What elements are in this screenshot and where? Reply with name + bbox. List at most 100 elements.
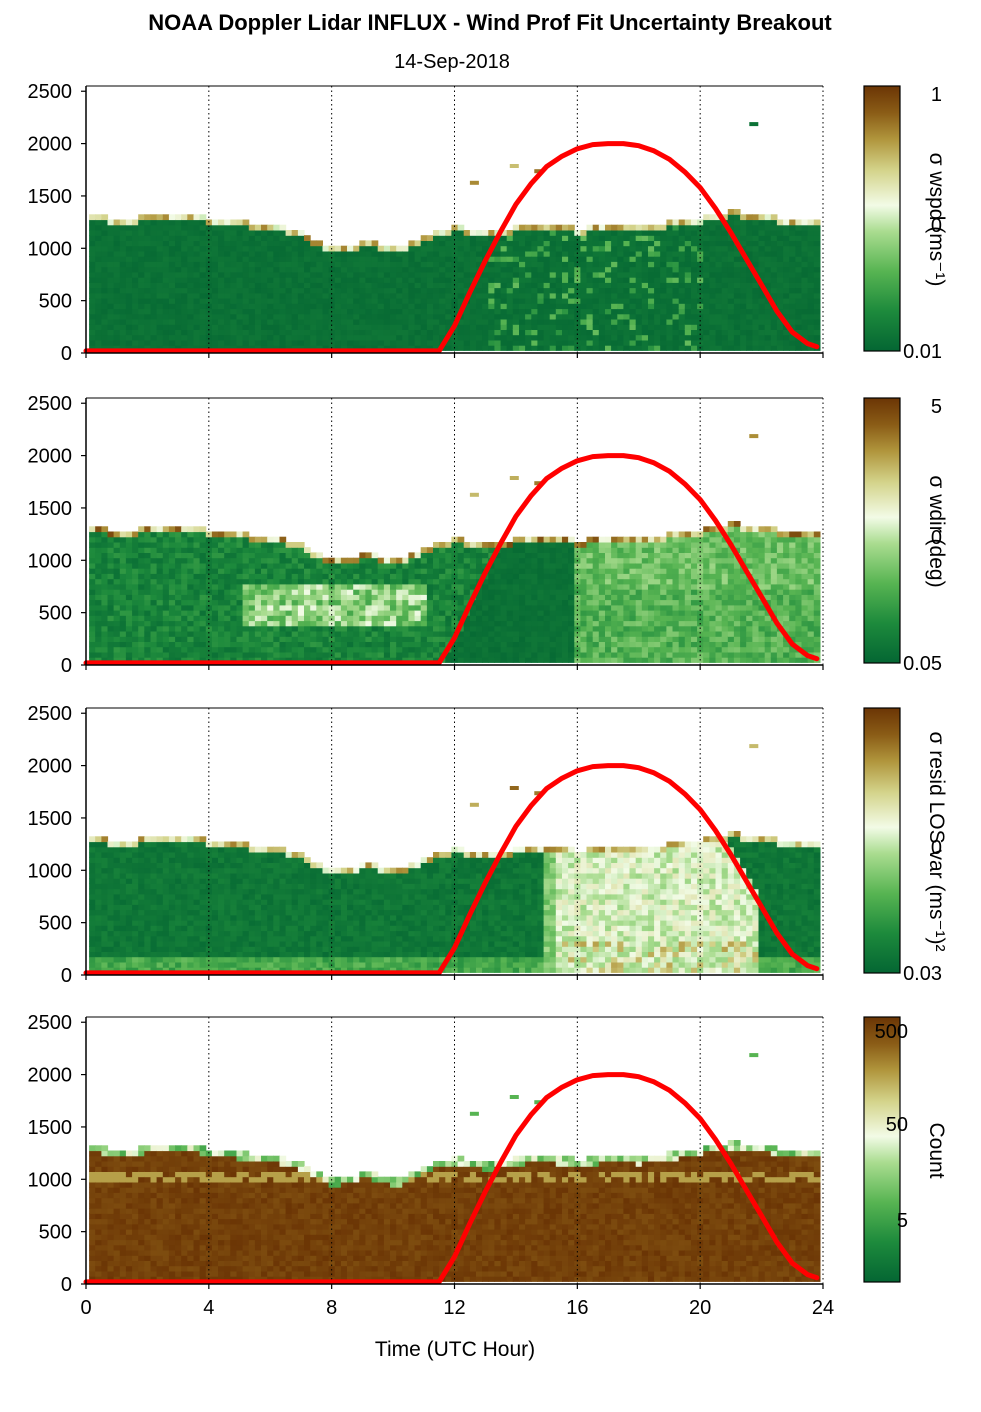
heatmap-cell (733, 308, 741, 315)
heatmap-cell (402, 620, 409, 627)
heatmap-cell (463, 235, 471, 241)
heatmap-cell (525, 583, 532, 590)
heatmap-cell (144, 345, 151, 351)
heatmap-cell (617, 250, 624, 257)
heatmap-cell (426, 282, 434, 289)
heatmap-cell (138, 261, 145, 268)
heatmap-cell (414, 266, 422, 273)
heatmap-cell (463, 324, 471, 330)
heatmap-cell (347, 610, 354, 616)
heatmap-cell (648, 261, 655, 268)
heatmap-cell (506, 287, 514, 294)
heatmap-cell (574, 599, 581, 606)
heatmap-cell (684, 261, 692, 268)
heatmap-cell (340, 615, 348, 622)
heatmap-cell (156, 230, 164, 236)
heatmap-cell (310, 339, 317, 346)
heatmap-cell (254, 552, 262, 559)
heatmap-cell (703, 313, 710, 320)
heatmap-cell (623, 651, 631, 658)
heatmap-cell (175, 250, 182, 257)
heatmap-cell (494, 625, 502, 632)
heatmap-cell (654, 303, 661, 310)
heatmap-cell (125, 631, 133, 637)
heatmap-cell (445, 303, 452, 310)
heatmap-cell (592, 557, 600, 564)
heatmap-cell (586, 631, 594, 637)
heatmap-cell (285, 324, 293, 330)
heatmap-cell (261, 329, 268, 336)
heatmap-cell (211, 599, 219, 606)
heatmap-cell (261, 334, 268, 341)
heatmap-cell (629, 261, 637, 268)
heatmap-cell (500, 261, 508, 268)
heatmap-cell (592, 568, 600, 574)
heatmap-cell (506, 235, 514, 241)
heatmap-cell (383, 292, 391, 299)
heatmap-cell (758, 266, 766, 273)
heatmap-cell (199, 319, 207, 325)
heatmap-cell (211, 313, 219, 320)
heatmap-cell (709, 230, 717, 236)
heatmap-cell (733, 339, 741, 346)
heatmap-cell (605, 256, 612, 262)
heatmap-cell (420, 277, 428, 283)
heatmap-cell (150, 339, 158, 346)
heatmap-cell (279, 261, 287, 268)
heatmap-cell (549, 329, 557, 336)
heatmap-cell (519, 536, 526, 543)
heatmap-cell (586, 319, 594, 325)
heatmap-cell (629, 599, 637, 606)
heatmap-cell (580, 292, 588, 299)
heatmap-cell (291, 610, 299, 616)
heatmap-cell (156, 526, 164, 533)
heatmap-cell (580, 235, 588, 241)
heatmap-cell (641, 230, 649, 236)
heatmap-cell (175, 610, 182, 616)
heatmap-cell (218, 594, 225, 601)
heatmap-cell (156, 219, 164, 226)
heatmap-cell (611, 552, 618, 559)
heatmap-cell (500, 636, 508, 642)
heatmap-cell (273, 298, 280, 304)
heatmap-cell (199, 615, 207, 622)
heatmap-cell (580, 578, 588, 585)
heatmap-cell (291, 282, 299, 289)
heatmap-cell (709, 271, 717, 278)
heatmap-cell (562, 536, 569, 543)
heatmap-cell (531, 536, 538, 543)
heatmap-cell (512, 282, 520, 289)
heatmap-cell (230, 573, 237, 580)
heatmap-cell (525, 557, 532, 564)
heatmap-cell (95, 620, 102, 627)
heatmap-cell (506, 646, 514, 653)
heatmap-cell (95, 329, 102, 336)
heatmap-cell (297, 578, 305, 585)
heatmap-cell (230, 636, 237, 642)
heatmap-cell (494, 641, 502, 648)
heatmap-cell (304, 313, 311, 320)
heatmap-cell (347, 589, 354, 595)
heatmap-cell (433, 230, 440, 236)
heatmap-cell (605, 261, 612, 268)
heatmap-cell (390, 303, 397, 310)
heatmap-cell (132, 620, 139, 627)
heatmap-cell (377, 578, 385, 585)
heatmap-cell (586, 615, 594, 622)
heatmap-cell (125, 610, 133, 616)
heatmap-cell (236, 583, 244, 590)
heatmap-cell (175, 636, 182, 642)
heatmap-cell (402, 292, 409, 299)
heatmap-cell (236, 345, 244, 351)
heatmap-cell (506, 604, 514, 611)
heatmap-cell (396, 261, 403, 268)
heatmap-cell (635, 271, 643, 278)
heatmap-cell (218, 552, 225, 559)
heatmap-cell (752, 308, 760, 315)
heatmap-cell (709, 329, 717, 336)
heatmap-cell (611, 646, 618, 653)
heatmap-cell (150, 631, 158, 637)
heatmap-cell (586, 303, 594, 310)
heatmap-cell (181, 224, 188, 231)
